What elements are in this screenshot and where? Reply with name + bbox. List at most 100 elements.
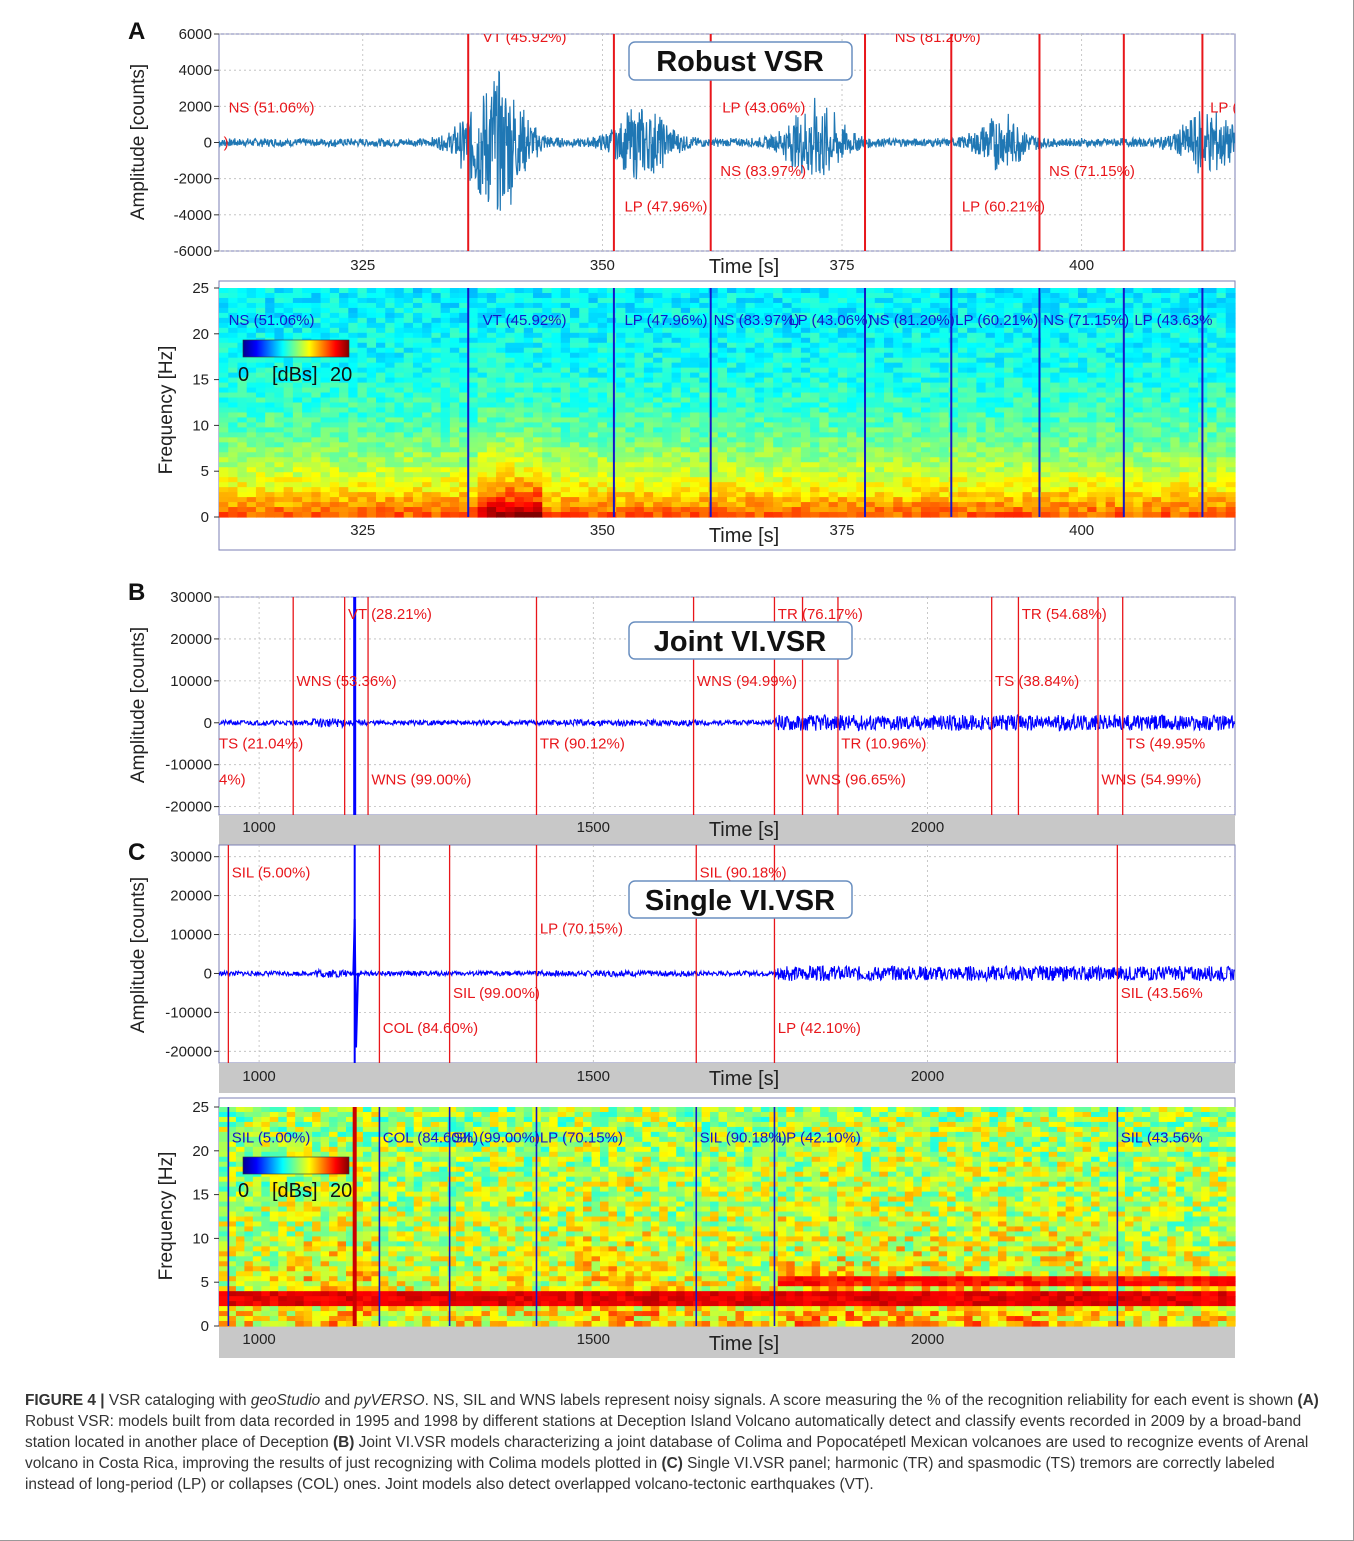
panel-a-spectrogram-cell [782, 437, 793, 443]
panel-a-spectrogram-cell [385, 352, 396, 359]
panel-a-spectrogram-cell [237, 492, 248, 498]
panel-a-spectrogram-cell [782, 447, 793, 453]
panel-a-spectrogram-cell [893, 392, 904, 399]
panel-a-spectrogram-cell [616, 392, 626, 399]
panel-a-spectrogram-cell [1077, 377, 1088, 384]
panel-a-spectrogram-cell [773, 482, 784, 488]
panel-a-spectrogram-cell [496, 382, 506, 389]
panel-a-spectrogram-cell [699, 442, 710, 448]
panel-a-spectrogram-cell [320, 322, 331, 329]
panel-a-spectrogram-cell [1022, 452, 1033, 458]
panel-a-spectrogram-cell [348, 437, 359, 443]
panel-a-spectrogram-cell [1105, 307, 1116, 314]
panel-a-spectrogram-cell [1124, 312, 1134, 319]
panel-a-spectrogram-cell [643, 337, 654, 344]
panel-a-spectrogram-cell [828, 487, 839, 493]
panel-a-spectrogram-cell [967, 497, 977, 503]
panel-a-spectrogram-cell [237, 472, 248, 478]
panel-a-spectrogram-cell [1161, 432, 1171, 438]
panel-a-spectrogram-cell [274, 512, 285, 518]
panel-a-spectrogram-cell [847, 327, 857, 334]
panel-a-spectrogram-cell [994, 307, 1005, 314]
panel-a-spectrogram-cell [551, 288, 562, 294]
panel-a-spectrogram-cell [643, 427, 654, 433]
panel-a-spectrogram-cell [1170, 377, 1181, 384]
panel-a-spectrogram-cell [773, 288, 784, 294]
panel-a-spectrogram-cell [994, 487, 1005, 493]
panel-a-spectrogram-cell [976, 327, 987, 334]
panel-a-spectrogram-cell [865, 442, 876, 448]
panel-a-spectrogram-cell [930, 372, 941, 379]
panel-a-spectrogram-cell [884, 487, 894, 493]
panel-a-spectrogram-cell [1170, 437, 1181, 443]
panel-a-spectrogram-cell [348, 342, 359, 349]
panel-a-spectrogram-cell [948, 507, 959, 513]
panel-a-spectrogram-cell [1114, 332, 1125, 339]
panel-a-spectrogram-cell [671, 492, 682, 498]
panel-a-spectrogram-cell [1188, 402, 1199, 409]
panel-a-spectrogram-cell [671, 452, 682, 458]
panel-a-spectrogram-cell [680, 437, 691, 443]
panel-a-spectrogram-cell [727, 342, 737, 349]
panel-a-spectrogram-cell [579, 427, 590, 433]
panel-a-spectrogram-cell [727, 447, 737, 453]
panel-a-spectrogram-cell [486, 412, 497, 419]
panel-a-spectrogram-cell [893, 357, 904, 364]
panel-a-spectrogram-cell [468, 492, 479, 498]
panel-a-spectrogram-cell [800, 402, 811, 409]
panel-a-spectrogram-cell [847, 372, 857, 379]
panel-a-spectrogram-cell [477, 512, 488, 518]
panel-a-spectrogram-cell [274, 452, 285, 458]
panel-a-spectrogram-cell [625, 297, 636, 304]
panel-a-spectrogram-cell [727, 327, 737, 334]
panel-a-spectrogram-cell [302, 507, 312, 513]
panel-a-spectrogram-cell [348, 297, 359, 304]
panel-a-spectrogram-cell [773, 392, 784, 399]
panel-a-spectrogram-cell [339, 362, 349, 369]
panel-a-spectrogram-cell [1087, 452, 1098, 458]
panel-a-spectrogram-cell [422, 292, 433, 299]
panel-a-spectrogram-cell [523, 327, 534, 334]
panel-a-spectrogram-cell [708, 447, 719, 453]
panel-a-spectrogram-cell [311, 402, 322, 409]
panel-a-spectrogram-cell [606, 357, 617, 364]
panel-a-spectrogram-cell [920, 452, 931, 458]
panel-a-spectrogram-cell [930, 477, 941, 483]
panel-a-spectrogram-cell [606, 422, 617, 428]
panel-a-spectrogram-cell [569, 342, 580, 349]
panel-a-spectrogram-cell [403, 322, 414, 329]
panel-a-spectrogram-cell [957, 422, 968, 428]
panel-a-spectrogram-cell [1142, 302, 1153, 309]
panel-a-spectrogram-cell [1179, 497, 1190, 503]
panel-a-spectrogram-cell [1124, 432, 1134, 438]
panel-a-spectrogram-cell [569, 387, 580, 394]
panel-a-spectrogram-cell [255, 322, 266, 329]
panel-a-spectrogram-cell [773, 467, 784, 473]
panel-a-spectrogram-cell [339, 477, 349, 483]
panel-a-spectrogram-cell [745, 442, 756, 448]
panel-a-spectrogram-cell [1142, 447, 1153, 453]
panel-a-spectrogram-cell [320, 357, 331, 364]
panel-a-spectrogram-cell [1013, 312, 1024, 319]
panel-a-spectrogram-cell [265, 377, 276, 384]
panel-a-spectrogram-cell [523, 447, 534, 453]
panel-a-spectrogram-cell [699, 392, 710, 399]
panel-a-spectrogram-cell [606, 327, 617, 334]
panel-a-spectrogram-cell [533, 437, 543, 443]
panel-a-spectrogram-cell [246, 357, 257, 364]
panel-a-spectrogram-cell [246, 497, 257, 503]
panel-a-spectrogram-cell [745, 432, 756, 438]
panel-a-spectrogram-cell [893, 452, 904, 458]
panel-a-spectrogram-cell [551, 377, 562, 384]
panel-a-spectrogram-cell [1013, 512, 1024, 518]
panel-a-spectrogram-cell [1170, 352, 1181, 359]
panel-a-spectrogram-cell [1133, 372, 1144, 379]
panel-a-spectrogram-cell [449, 452, 460, 458]
panel-a-spectrogram-cell [837, 337, 848, 344]
panel-a-spectrogram-cell [1161, 297, 1171, 304]
panel-a-spectrogram-cell [819, 372, 830, 379]
panel-a-spectrogram-cell [357, 337, 368, 344]
panel-a-spectrogram-cell [837, 392, 848, 399]
panel-a-spectrogram-cell [920, 412, 931, 419]
panel-a-spectrogram-cell [551, 352, 562, 359]
